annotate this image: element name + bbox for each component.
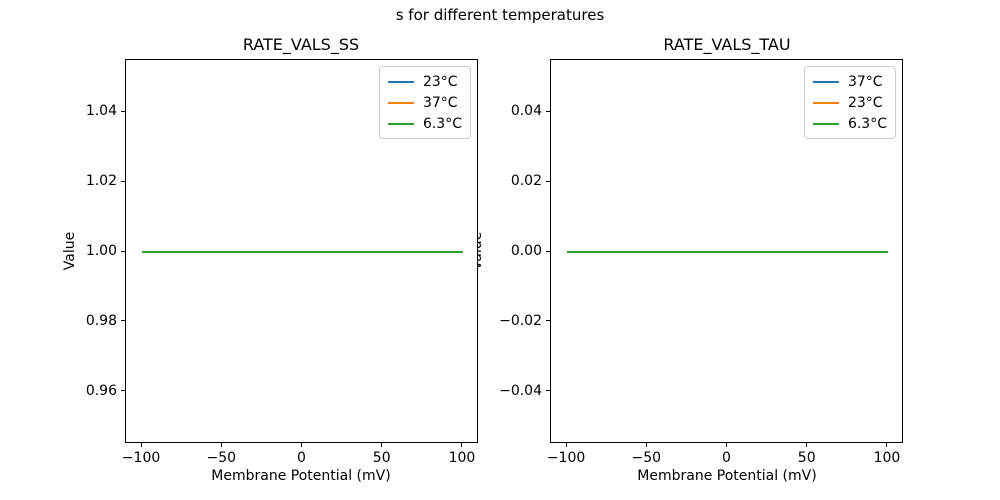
y-tick-label: 0.02 [510, 173, 542, 190]
y-tick-label: 1.00 [85, 243, 117, 259]
y-tick-label: 1.04 [85, 103, 117, 120]
x-tick-mark [381, 443, 383, 447]
figure-suptitle: s for different temperatures [395, 6, 605, 24]
series-plot [142, 251, 463, 253]
legend-entry: 23°C [812, 92, 887, 113]
y-tick-mark [121, 250, 125, 252]
x-tick-label: 100 [873, 450, 901, 466]
x-tick-mark [726, 443, 727, 447]
legend-label: 37°C [422, 94, 458, 111]
legend-line-sample [812, 122, 839, 125]
x-tick-mark [645, 443, 647, 447]
series-plot [567, 251, 888, 253]
x-tick-label: −100 [546, 450, 586, 466]
y-tick-mark [546, 110, 550, 112]
x-tick-label: −50 [631, 450, 662, 466]
legend-entry: 6.3°C [387, 113, 462, 134]
legend-entry: 37°C [387, 92, 462, 113]
y-tick-mark [546, 180, 550, 182]
legend-line-sample [812, 101, 839, 104]
y-tick-mark [546, 320, 550, 322]
legend-line-sample [387, 101, 414, 104]
y-tick-mark [546, 390, 550, 392]
legend-label: 6.3°C [847, 115, 887, 132]
x-tick-mark [806, 443, 808, 447]
legend-line-sample [812, 80, 839, 83]
x-tick-mark [140, 443, 142, 447]
legend-label: 6.3°C [422, 115, 462, 132]
subplot-title-rate-vals-tau: RATE_VALS_TAU [663, 35, 791, 54]
x-tick-label: −50 [206, 450, 237, 466]
legend-label: 23°C [847, 94, 883, 111]
x-tick-label: −100 [121, 450, 161, 466]
y-tick-label: 1.02 [85, 173, 117, 190]
y-tick-label: 0.98 [85, 312, 117, 329]
x-tick-mark [461, 443, 463, 447]
x-axis-label-right: Membrane Potential (mV) [637, 468, 817, 484]
x-tick-label: 50 [797, 450, 816, 466]
x-tick-label: 0 [722, 450, 731, 466]
x-tick-mark [886, 443, 888, 447]
y-tick-mark [121, 110, 125, 112]
x-tick-label: 50 [372, 450, 391, 466]
y-tick-mark [121, 390, 125, 392]
x-axis-label-left: Membrane Potential (mV) [211, 468, 391, 484]
y-tick-label: 0.96 [85, 382, 117, 399]
y-axis-label-left: Value [62, 231, 78, 271]
legend-entry: 6.3°C [812, 113, 887, 134]
legend-line-sample [387, 122, 414, 125]
legend-label: 23°C [422, 73, 458, 90]
y-tick-label: −0.04 [499, 382, 542, 399]
x-tick-label: 100 [448, 450, 476, 466]
x-tick-label: 0 [297, 450, 306, 466]
legend-line-sample [387, 80, 414, 83]
y-tick-label: 0.04 [510, 103, 542, 120]
subplot-title-rate-vals-ss: RATE_VALS_SS [242, 35, 360, 54]
y-tick-label: −0.02 [499, 312, 542, 329]
x-tick-mark [565, 443, 567, 447]
x-tick-mark [301, 443, 302, 447]
y-tick-mark [121, 320, 125, 322]
legend-label: 37°C [847, 73, 883, 90]
legend: 23°C 37°C 6.3°C [378, 66, 471, 139]
legend-entry: 23°C [387, 71, 462, 92]
legend: 37°C 23°C 6.3°C [803, 66, 896, 139]
legend-entry: 37°C [812, 71, 887, 92]
y-tick-mark [121, 180, 125, 182]
y-tick-label: 0.00 [510, 243, 542, 259]
y-tick-mark [546, 250, 550, 252]
x-tick-mark [220, 443, 222, 447]
